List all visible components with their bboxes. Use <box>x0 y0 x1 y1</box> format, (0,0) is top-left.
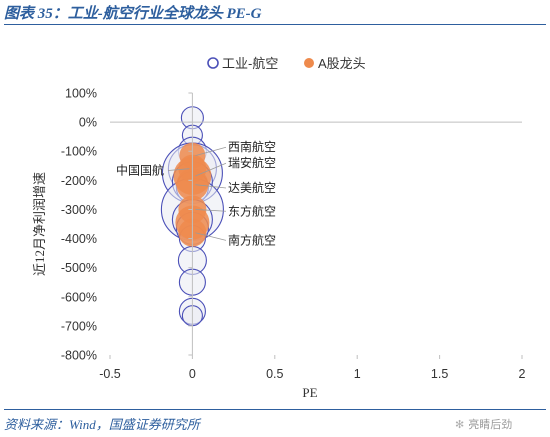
chart-axes: 100% 0% -100% -200% -300% -400% -500% -600% -700… <box>32 87 526 401</box>
annotation-label-2: 中国国航 <box>116 163 164 178</box>
source-divider <box>4 409 546 410</box>
y-tick-label-5: -400% <box>61 232 97 246</box>
y-tick-label-0: 100% <box>65 87 97 101</box>
annotation-leader-2 <box>167 168 190 171</box>
y-tick-label-3: -200% <box>61 174 97 188</box>
annotation-leader-4 <box>195 209 227 212</box>
annotation-leader-5 <box>195 232 227 241</box>
x-tick-label-5: 2 <box>519 367 526 381</box>
y-tick-label-9: -800% <box>61 349 97 363</box>
x-tick-label-2: 0.5 <box>266 367 283 381</box>
chart-legend: 工业-航空 A股龙头 <box>207 56 366 71</box>
annotation-label-4: 东方航空 <box>228 203 276 218</box>
title-divider <box>4 24 546 25</box>
annotation-label-5: 南方航空 <box>228 232 276 247</box>
y-tick-label-7: -600% <box>61 290 97 304</box>
annotation-leader-0 <box>195 146 227 156</box>
x-tick-label-3: 1 <box>354 367 361 381</box>
x-tick-label-4: 1.5 <box>431 367 448 381</box>
annotation-label-3: 达美航空 <box>228 180 276 195</box>
watermark: ✻ 亮睛后劲 <box>455 416 512 432</box>
legend-label-a-share: A股龙头 <box>318 56 366 71</box>
figure-source: 资料来源：Wind，国盛证券研究所 <box>4 417 200 432</box>
y-tick-label-4: -300% <box>61 203 97 217</box>
y-tick-label-2: -100% <box>61 145 97 159</box>
y-tick-label-8: -700% <box>61 319 97 333</box>
x-axis-title: PE <box>302 385 317 400</box>
legend-marker-global <box>207 57 219 69</box>
annotation-leader-3 <box>195 184 227 189</box>
annotation-leader-1 <box>195 162 227 177</box>
figure-title: 图表 35：工业-航空行业全球龙头 PE-G <box>4 6 262 22</box>
legend-label-global: 工业-航空 <box>222 56 278 71</box>
bubble-chart: 工业-航空 A股龙头 100% 0% -100% -200% -300% -400% -500… <box>32 56 526 401</box>
x-tick-label-1: 0 <box>189 367 196 381</box>
watermark-text: 亮睛后劲 <box>468 419 513 431</box>
y-tick-label-1: 0% <box>79 116 97 130</box>
annotation-label-1: 瑞安航空 <box>228 155 276 170</box>
annotation-label-0: 西南航空 <box>228 139 276 154</box>
y-tick-label-6: -500% <box>61 261 97 275</box>
legend-marker-a-share <box>304 58 314 68</box>
y-axis-title: 近12月净利润增速 <box>32 172 47 276</box>
wechat-icon: ✻ <box>455 419 465 431</box>
x-tick-label-0: -0.5 <box>99 367 121 381</box>
